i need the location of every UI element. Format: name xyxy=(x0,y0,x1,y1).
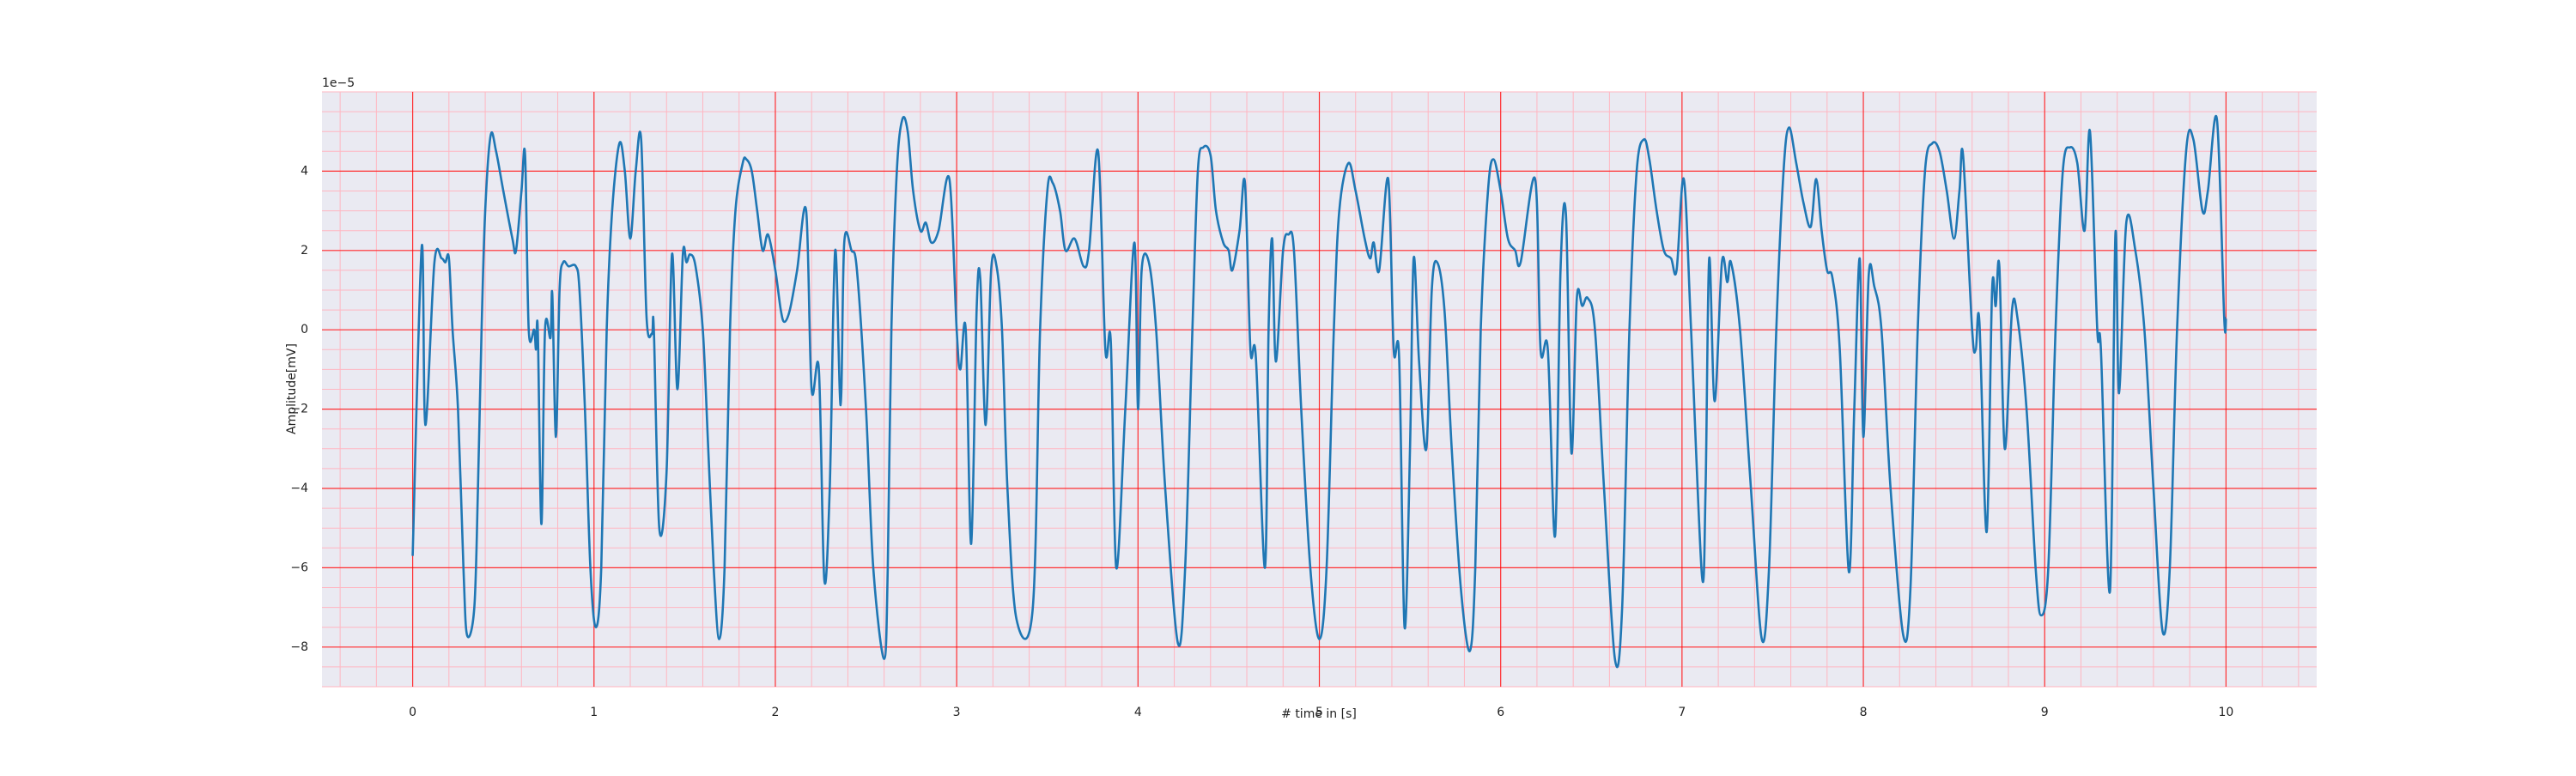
y-tick-label: 4 xyxy=(301,164,308,178)
x-tick-label: 6 xyxy=(1497,706,1504,719)
y-tick-label: −2 xyxy=(290,403,308,416)
x-tick-label: 0 xyxy=(409,706,416,719)
x-tick-label: 5 xyxy=(1315,706,1323,719)
x-tick-label: 3 xyxy=(953,706,961,719)
y-axis-label: Amplitude[mV] xyxy=(285,343,299,434)
y-tick-label: −6 xyxy=(290,561,308,574)
x-tick-label: 4 xyxy=(1134,706,1142,719)
offset-label: 1e−5 xyxy=(322,76,355,90)
x-tick-label: 10 xyxy=(2218,706,2233,719)
x-axis-label: # time in [s] xyxy=(1281,707,1357,721)
y-tick-label: −8 xyxy=(290,640,308,654)
x-tick-label: 7 xyxy=(1678,706,1686,719)
x-tick-label: 9 xyxy=(2041,706,2049,719)
x-tick-label: 8 xyxy=(1860,706,1868,719)
y-tick-label: −4 xyxy=(290,482,308,495)
signal-line xyxy=(411,115,2227,669)
y-tick-label: 2 xyxy=(301,244,308,258)
x-tick-label: 1 xyxy=(590,706,598,719)
x-tick-label: 2 xyxy=(771,706,779,719)
y-tick-label: 0 xyxy=(301,323,308,336)
